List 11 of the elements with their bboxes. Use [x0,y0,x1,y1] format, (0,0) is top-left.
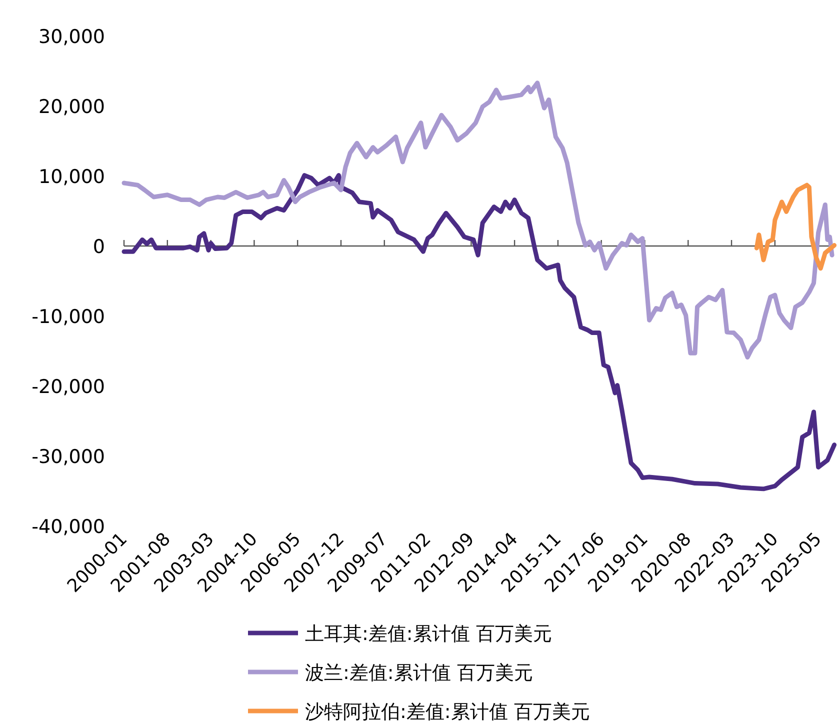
y-tick-label: -10,000 [32,306,105,328]
y-tick-label: 30,000 [38,26,105,48]
legend-label: 波兰:差值:累计值 百万美元 [305,662,533,684]
legend-label: 沙特阿拉伯:差值:累计值 百万美元 [305,701,590,723]
y-tick-label: -30,000 [32,446,105,468]
y-tick-label: 0 [92,236,105,258]
y-tick-label: -20,000 [32,376,105,398]
y-tick-label: 20,000 [38,96,105,118]
legend-label: 土耳其:差值:累计值 百万美元 [305,623,552,645]
y-tick-label: 10,000 [38,166,105,188]
y-tick-label: -40,000 [32,516,105,538]
